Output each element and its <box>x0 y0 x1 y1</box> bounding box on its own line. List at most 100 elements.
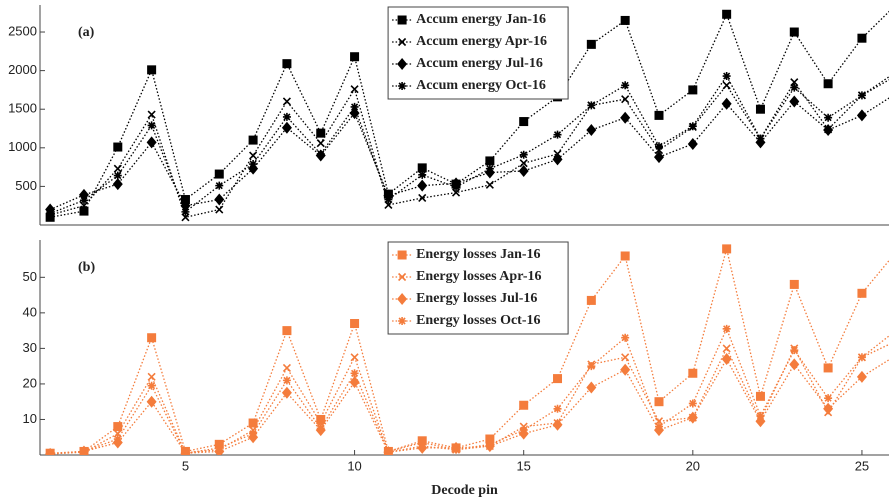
marker <box>112 178 123 191</box>
marker <box>688 399 697 408</box>
x-tick-label: 15 <box>516 458 530 473</box>
marker <box>398 37 407 47</box>
plot-area <box>45 9 889 222</box>
marker <box>147 65 157 75</box>
marker <box>688 85 698 95</box>
marker <box>146 395 157 408</box>
marker <box>857 288 867 298</box>
marker <box>350 353 359 362</box>
marker <box>823 79 833 89</box>
marker <box>147 121 156 130</box>
series-line <box>50 327 889 455</box>
marker <box>485 156 495 166</box>
marker <box>316 424 325 433</box>
marker <box>518 164 529 177</box>
legend: Energy losses Jan-16 Energy losses Apr-16… <box>387 241 569 335</box>
marker <box>397 15 407 25</box>
marker <box>316 139 325 148</box>
marker <box>553 404 562 413</box>
y-tick-label: 2000 <box>8 62 37 77</box>
marker <box>79 206 89 216</box>
marker <box>721 353 732 366</box>
marker <box>418 170 427 179</box>
y-tick-label: 40 <box>23 304 37 319</box>
marker <box>654 110 664 120</box>
marker <box>687 411 698 424</box>
marker <box>722 9 732 19</box>
marker <box>113 171 122 180</box>
marker <box>485 180 494 189</box>
legend-label: Accum energy Oct-16 <box>416 78 546 93</box>
marker <box>654 142 663 151</box>
marker <box>248 418 258 428</box>
marker <box>621 333 630 342</box>
legend-box <box>387 241 569 335</box>
panel-label: (a) <box>78 25 95 40</box>
marker <box>350 52 360 62</box>
panel-label: (b) <box>78 260 95 275</box>
marker <box>722 244 732 254</box>
marker <box>789 27 799 37</box>
marker <box>789 358 800 371</box>
marker <box>46 449 55 455</box>
legend-label: Accum energy Jul-16 <box>416 56 543 71</box>
marker <box>688 368 698 378</box>
marker <box>215 181 224 190</box>
marker <box>621 81 630 90</box>
marker <box>553 374 563 384</box>
marker <box>147 372 156 381</box>
marker <box>214 169 224 179</box>
marker <box>398 272 407 282</box>
marker <box>856 370 867 383</box>
marker <box>620 363 631 376</box>
marker <box>721 97 732 110</box>
plot-area <box>45 244 889 455</box>
marker <box>282 376 291 385</box>
marker <box>519 117 529 127</box>
series-line <box>50 357 889 455</box>
series-line <box>49 97 889 211</box>
x-axis-label: Decode pin <box>431 483 498 498</box>
marker <box>316 128 326 138</box>
marker <box>46 209 55 218</box>
marker <box>282 97 291 106</box>
marker <box>824 394 833 403</box>
marker <box>79 196 88 205</box>
legend-label: Accum energy Jan-16 <box>416 12 546 27</box>
marker <box>857 91 866 100</box>
marker <box>282 363 291 372</box>
marker <box>519 400 529 410</box>
y-tick-label: 30 <box>23 340 37 355</box>
marker <box>824 113 833 122</box>
marker <box>282 112 291 121</box>
marker <box>281 386 292 399</box>
marker <box>586 39 596 49</box>
marker <box>248 135 258 145</box>
marker <box>147 381 156 390</box>
marker <box>722 72 731 81</box>
marker <box>349 376 360 389</box>
legend: Accum energy Jan-16 Accum energy Apr-16 Ac… <box>387 6 569 100</box>
marker <box>856 109 867 122</box>
marker <box>485 434 495 444</box>
marker <box>281 121 292 134</box>
marker <box>722 324 731 333</box>
marker <box>113 435 122 444</box>
series-line <box>49 74 889 215</box>
marker <box>654 422 663 431</box>
y-tick-label: 500 <box>15 178 37 193</box>
marker <box>722 344 731 353</box>
marker <box>687 137 698 150</box>
x-tick-label: 5 <box>182 458 189 473</box>
marker <box>823 363 833 373</box>
marker <box>789 95 800 108</box>
marker <box>146 136 157 149</box>
marker <box>857 33 867 43</box>
marker <box>452 445 461 454</box>
legend-label: Energy losses Apr-16 <box>416 269 541 284</box>
marker <box>552 418 563 431</box>
marker <box>789 279 799 289</box>
marker <box>79 447 88 455</box>
y-tick-label: 10 <box>23 411 37 426</box>
